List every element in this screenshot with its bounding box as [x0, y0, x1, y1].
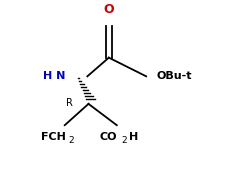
Text: H: H: [129, 132, 139, 142]
Text: O: O: [104, 3, 114, 16]
Text: R: R: [66, 98, 73, 108]
Text: CO: CO: [100, 132, 117, 142]
Text: H N: H N: [44, 71, 66, 81]
Text: OBu-t: OBu-t: [156, 71, 192, 81]
Text: 2: 2: [121, 136, 127, 145]
Text: 2: 2: [68, 136, 74, 145]
Text: FCH: FCH: [41, 132, 66, 142]
